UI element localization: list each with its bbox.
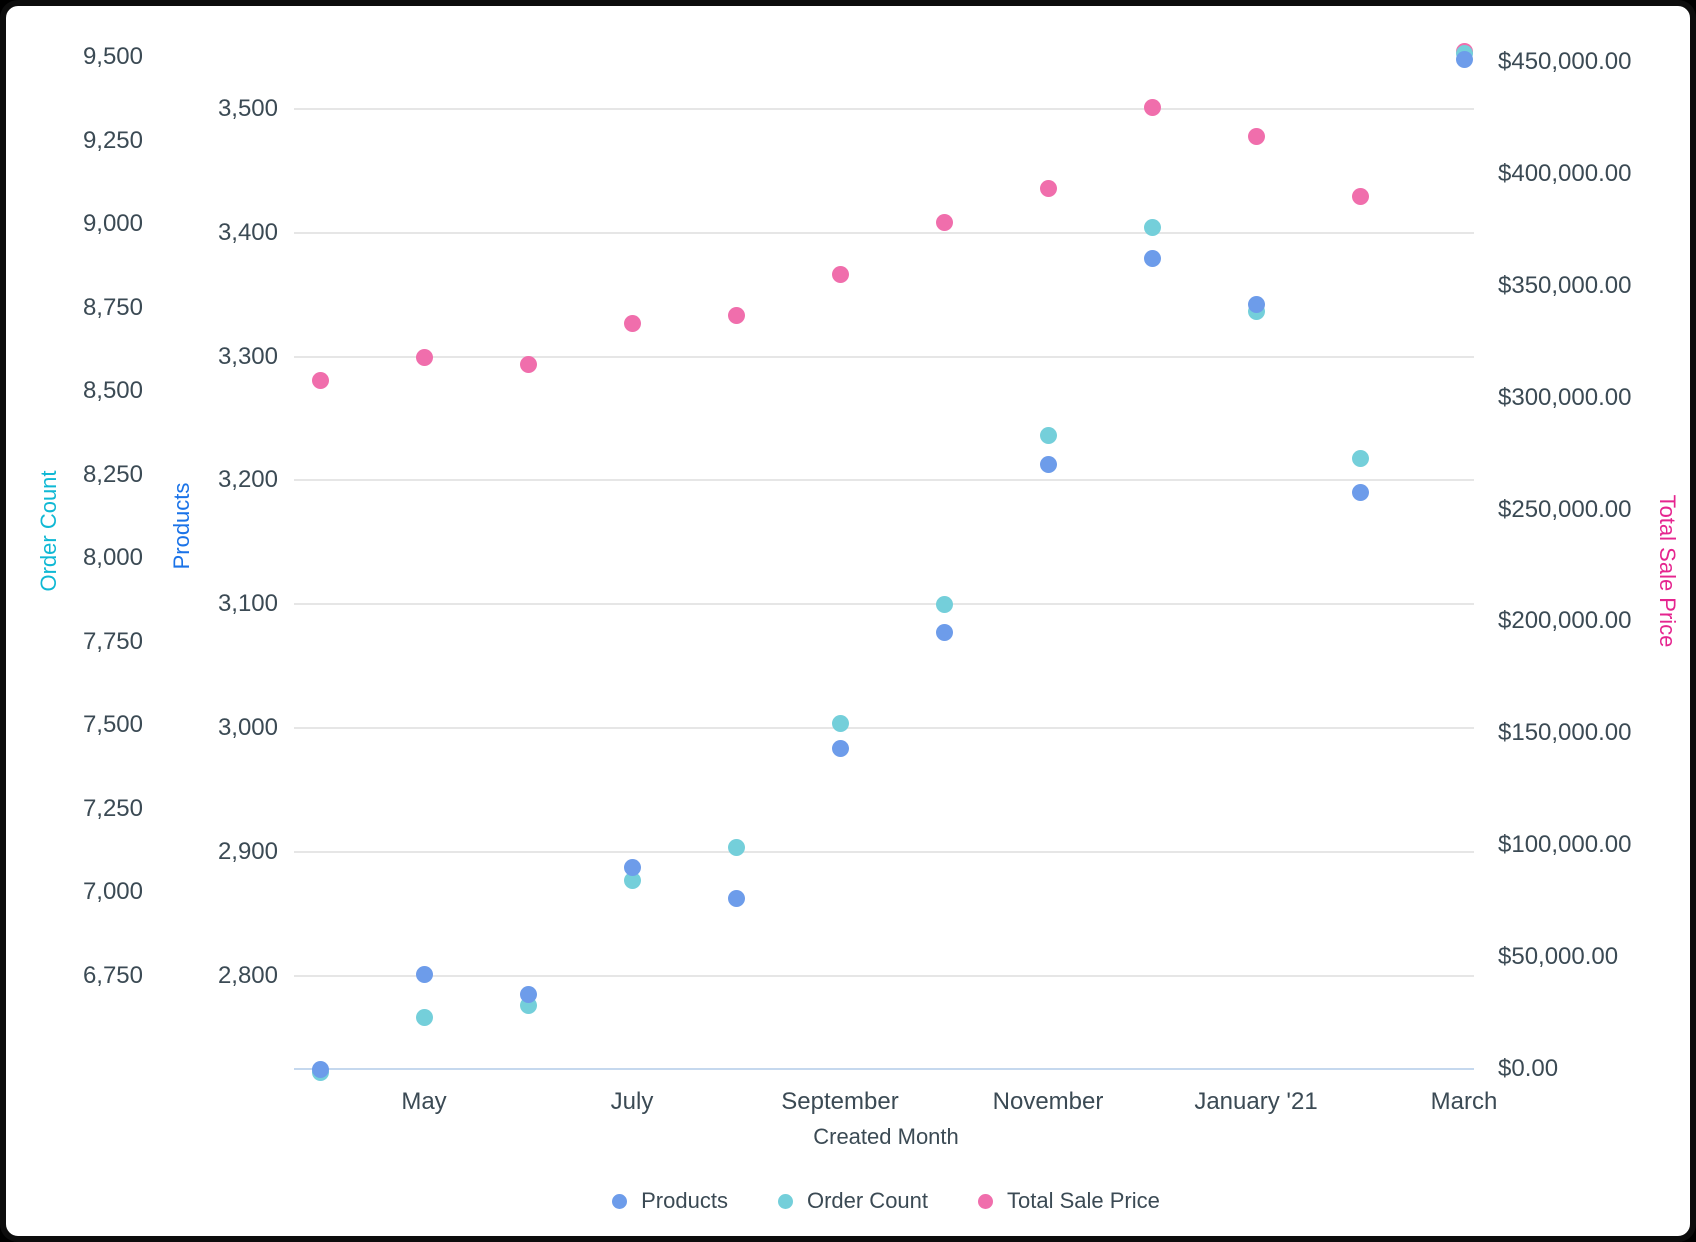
gridline xyxy=(294,231,1474,234)
data-point-sale_price[interactable] xyxy=(1143,99,1161,117)
y-axis-title-total-sale-price: Total Sale Price xyxy=(1655,494,1680,648)
legend-label: Order Count xyxy=(806,1188,929,1213)
y-tick-products: 3,200 xyxy=(217,466,278,494)
data-point-products[interactable] xyxy=(1039,455,1057,473)
y-tick-sale_price: $150,000.00 xyxy=(1498,719,1632,747)
data-point-sale_price[interactable] xyxy=(311,372,329,390)
data-point-sale_price[interactable] xyxy=(1039,179,1057,197)
y-tick-sale_price: $450,000.00 xyxy=(1498,48,1632,76)
y-tick-sale_price: $400,000.00 xyxy=(1498,159,1632,187)
x-tick-month: November xyxy=(992,1088,1104,1115)
y-tick-order_count: 7,500 xyxy=(82,711,143,738)
chart-legend: Products Order Count Total Sale Price xyxy=(296,1190,1476,1212)
data-point-order_count[interactable] xyxy=(831,715,849,733)
y-tick-sale_price: $250,000.00 xyxy=(1498,495,1632,523)
data-point-products[interactable] xyxy=(1247,296,1265,314)
y-tick-products: 3,500 xyxy=(217,95,278,122)
legend-swatch-icon xyxy=(978,1193,994,1209)
data-point-products[interactable] xyxy=(1455,50,1473,68)
y-tick-order_count: 7,250 xyxy=(82,794,143,822)
legend-item-order_count[interactable]: Order Count xyxy=(777,1188,929,1213)
data-point-order_count[interactable] xyxy=(415,1009,433,1027)
data-point-sale_price[interactable] xyxy=(415,349,433,367)
y-tick-order_count: 9,250 xyxy=(82,126,143,154)
data-point-products[interactable] xyxy=(831,740,849,758)
y-tick-products: 2,900 xyxy=(217,837,278,865)
x-tick-month: September xyxy=(781,1088,899,1115)
legend-item-products[interactable]: Products xyxy=(612,1190,728,1212)
data-point-sale_price[interactable] xyxy=(1351,188,1369,206)
y-tick-sale_price: $50,000.00 xyxy=(1498,943,1619,971)
y-tick-sale_price: $200,000.00 xyxy=(1498,607,1632,635)
y-tick-order_count: 7,000 xyxy=(82,878,143,905)
data-point-sale_price[interactable] xyxy=(623,315,641,333)
data-point-sale_price[interactable] xyxy=(519,355,537,373)
data-point-products[interactable] xyxy=(935,624,953,642)
data-point-sale_price[interactable] xyxy=(935,214,953,232)
data-point-order_count[interactable] xyxy=(1039,426,1057,444)
data-point-order_count[interactable] xyxy=(727,839,745,857)
y-tick-order_count: 8,500 xyxy=(82,377,143,404)
data-point-products[interactable] xyxy=(727,890,745,908)
y-tick-sale_price: $350,000.00 xyxy=(1498,271,1632,299)
gridline xyxy=(294,603,1474,606)
data-point-sale_price[interactable] xyxy=(831,266,849,284)
y-tick-products: 3,300 xyxy=(217,342,278,370)
data-point-order_count[interactable] xyxy=(935,595,953,613)
gridline xyxy=(294,726,1474,729)
y-tick-order_count: 8,000 xyxy=(82,544,143,571)
y-tick-order_count: 9,000 xyxy=(82,210,143,237)
data-point-sale_price[interactable] xyxy=(727,306,745,324)
data-point-products[interactable] xyxy=(1351,484,1369,502)
y-tick-products: 3,000 xyxy=(217,713,278,741)
data-point-products[interactable] xyxy=(311,1061,329,1079)
y-tick-products: 2,800 xyxy=(217,961,278,989)
data-point-order_count[interactable] xyxy=(1143,218,1161,236)
gridline xyxy=(294,479,1474,482)
gridline xyxy=(294,974,1474,977)
x-axis-baseline xyxy=(294,1068,1474,1070)
x-tick-month: January '21 xyxy=(1194,1088,1318,1115)
data-point-products[interactable] xyxy=(415,965,433,983)
data-point-sale_price[interactable] xyxy=(1247,128,1265,146)
y-tick-sale_price: $100,000.00 xyxy=(1498,831,1632,859)
y-axis-title-order-count: Order Count xyxy=(36,470,61,592)
gridline xyxy=(294,108,1474,110)
data-point-products[interactable] xyxy=(519,985,537,1003)
y-tick-products: 3,100 xyxy=(217,590,278,618)
legend-item-sale_price[interactable]: Total Sale Price xyxy=(978,1190,1160,1212)
x-tick-month: May xyxy=(401,1088,447,1115)
legend-swatch-icon xyxy=(612,1193,628,1209)
y-axis-title-products: Products xyxy=(169,482,194,570)
x-axis-title: Created Month xyxy=(813,1124,959,1149)
x-tick-month: July xyxy=(610,1088,654,1115)
y-tick-sale_price: $300,000.00 xyxy=(1498,383,1632,411)
y-tick-order_count: 8,750 xyxy=(82,293,143,321)
x-tick-month: March xyxy=(1430,1088,1498,1115)
gridline xyxy=(294,850,1474,853)
y-tick-order_count: 7,750 xyxy=(82,627,143,655)
data-point-products[interactable] xyxy=(623,859,641,877)
y-tick-order_count: 9,500 xyxy=(82,43,143,70)
y-tick-products: 3,400 xyxy=(217,218,278,246)
data-point-order_count[interactable] xyxy=(623,871,641,889)
gridline xyxy=(294,355,1474,358)
legend-label: Total Sale Price xyxy=(1007,1188,1160,1213)
y-tick-order_count: 6,750 xyxy=(82,961,143,989)
legend-label: Products xyxy=(641,1188,728,1213)
data-point-order_count[interactable] xyxy=(1351,449,1369,467)
legend-swatch-icon xyxy=(777,1193,793,1209)
data-point-products[interactable] xyxy=(1143,250,1161,268)
y-tick-order_count: 8,250 xyxy=(82,460,143,488)
y-tick-sale_price: $0.00 xyxy=(1498,1055,1559,1082)
